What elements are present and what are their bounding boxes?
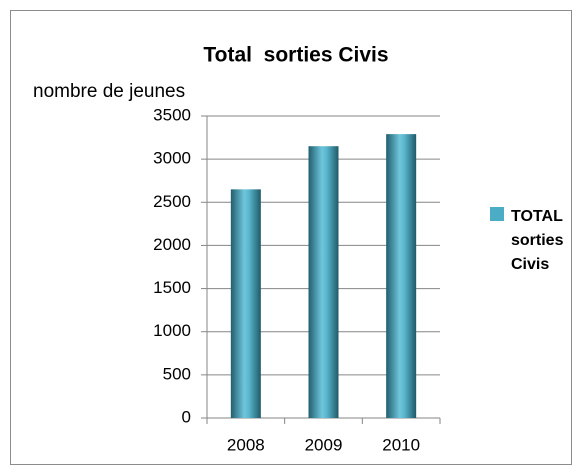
legend-label: TOTAL sorties Civis <box>511 208 564 273</box>
chart-title: Total sorties Civis <box>203 44 388 67</box>
chart-border <box>10 10 572 465</box>
y-tick-label: 3000 <box>153 149 191 168</box>
x-tick-label: 2008 <box>227 435 265 454</box>
bar <box>308 146 339 418</box>
y-tick-label: 1500 <box>153 278 191 297</box>
bar <box>386 134 417 418</box>
x-tick-label: 2010 <box>382 435 420 454</box>
bar <box>230 189 261 418</box>
legend-swatch <box>490 207 504 221</box>
y-axis-label: nombre de jeunes <box>33 81 185 102</box>
y-tick-label: 0 <box>182 407 191 426</box>
x-tick-label: 2009 <box>305 435 343 454</box>
y-tick-label: 2500 <box>153 192 191 211</box>
y-tick-label: 3500 <box>153 105 191 124</box>
y-tick-label: 500 <box>163 364 191 383</box>
y-tick-label: 2000 <box>153 235 191 254</box>
y-tick-label: 1000 <box>153 321 191 340</box>
